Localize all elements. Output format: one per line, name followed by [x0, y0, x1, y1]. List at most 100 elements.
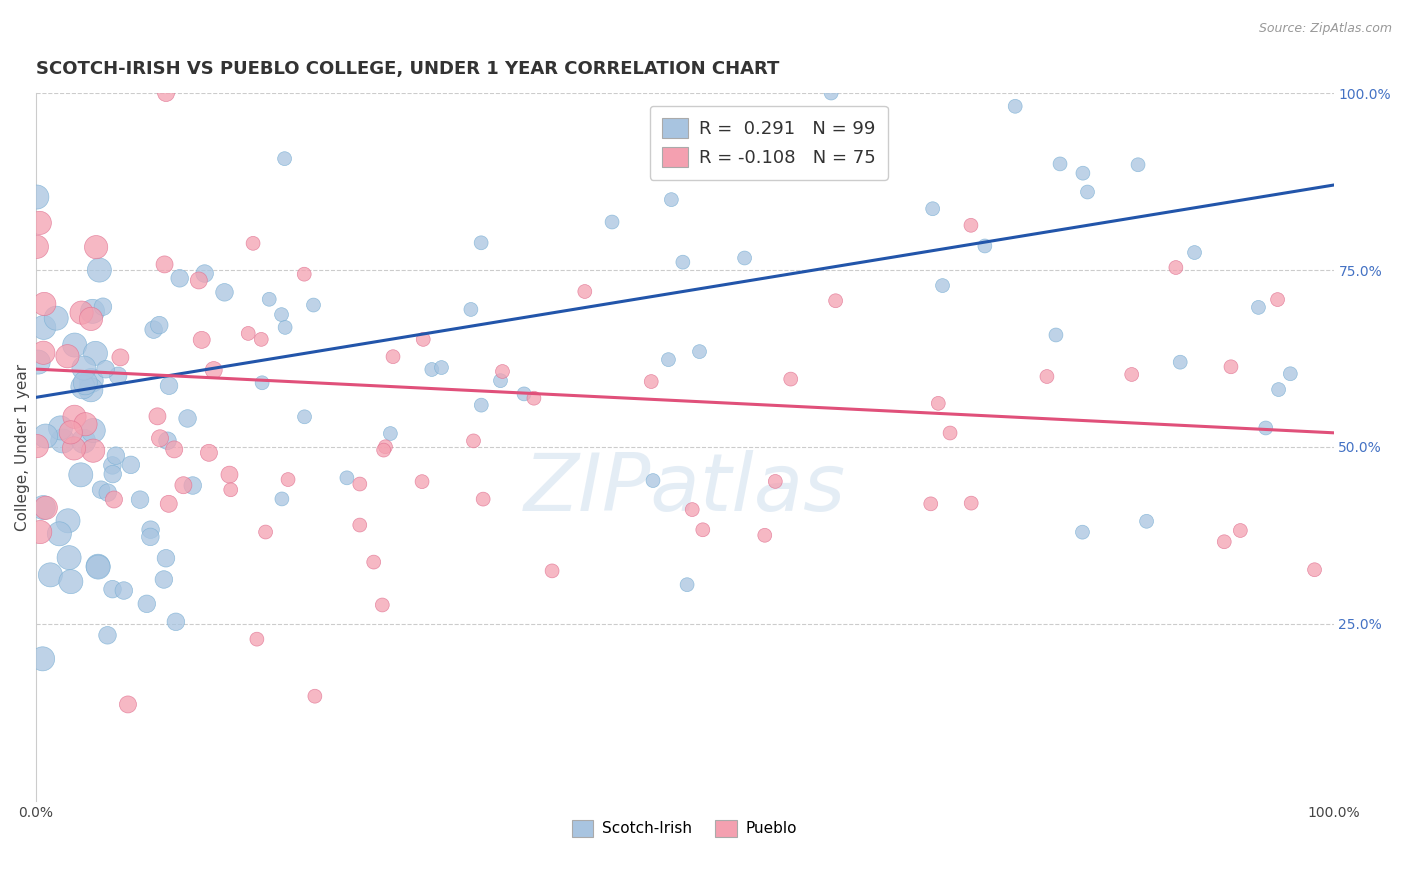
- Point: [97, 485, 120, 500]
- Point: [181, 478, 204, 492]
- Point: [142, 323, 165, 337]
- Point: [430, 360, 453, 375]
- Point: [73, 361, 96, 376]
- Point: [600, 215, 623, 229]
- Point: [172, 478, 194, 492]
- Point: [374, 440, 396, 454]
- Point: [219, 483, 242, 497]
- Point: [96, 628, 118, 642]
- Point: [110, 351, 132, 365]
- Point: [58, 550, 80, 565]
- Point: [1213, 534, 1236, 549]
- Point: [190, 333, 212, 347]
- Point: [56, 514, 79, 528]
- Point: [176, 411, 198, 425]
- Point: [107, 368, 129, 383]
- Point: [274, 320, 297, 334]
- Point: [1126, 158, 1149, 172]
- Point: [1279, 367, 1302, 381]
- Point: [30, 524, 52, 539]
- Point: [52, 434, 75, 448]
- Point: [254, 524, 277, 539]
- Point: [28, 216, 51, 230]
- Point: [250, 332, 273, 346]
- Point: [513, 387, 536, 401]
- Point: [242, 236, 264, 251]
- Point: [157, 378, 180, 392]
- Point: [1229, 524, 1251, 538]
- Point: [112, 583, 135, 598]
- Point: [960, 496, 983, 510]
- Point: [754, 528, 776, 542]
- Point: [779, 372, 801, 386]
- Point: [463, 434, 485, 448]
- Point: [117, 698, 139, 712]
- Point: [129, 492, 152, 507]
- Point: [681, 502, 703, 516]
- Point: [218, 467, 240, 482]
- Point: [153, 573, 176, 587]
- Point: [59, 425, 82, 440]
- Point: [640, 375, 662, 389]
- Point: [90, 483, 112, 497]
- Point: [676, 577, 699, 591]
- Point: [163, 442, 186, 457]
- Point: [689, 344, 711, 359]
- Point: [363, 555, 385, 569]
- Point: [292, 267, 315, 281]
- Point: [304, 689, 326, 703]
- Point: [82, 443, 104, 458]
- Point: [273, 152, 295, 166]
- Point: [1121, 368, 1143, 382]
- Point: [1004, 99, 1026, 113]
- Point: [921, 202, 943, 216]
- Point: [927, 396, 949, 410]
- Point: [56, 349, 79, 363]
- Point: [250, 376, 273, 390]
- Point: [153, 257, 176, 271]
- Point: [820, 86, 842, 100]
- Point: [165, 615, 187, 629]
- Point: [1071, 166, 1094, 180]
- Point: [25, 190, 48, 204]
- Point: [824, 293, 846, 308]
- Point: [155, 86, 177, 100]
- Point: [157, 497, 180, 511]
- Point: [277, 473, 299, 487]
- Point: [1247, 301, 1270, 315]
- Point: [32, 500, 55, 515]
- Point: [120, 458, 142, 472]
- Point: [169, 271, 191, 285]
- Point: [657, 352, 679, 367]
- Point: [1071, 525, 1094, 540]
- Point: [25, 439, 48, 453]
- Point: [135, 597, 157, 611]
- Point: [270, 308, 292, 322]
- Point: [148, 318, 170, 332]
- Point: [155, 551, 177, 566]
- Text: ZIPatlas: ZIPatlas: [523, 450, 845, 528]
- Point: [734, 251, 756, 265]
- Point: [25, 240, 48, 254]
- Point: [75, 417, 97, 432]
- Point: [931, 278, 953, 293]
- Point: [72, 434, 94, 449]
- Point: [692, 523, 714, 537]
- Point: [1254, 421, 1277, 435]
- Point: [87, 560, 110, 574]
- Point: [472, 492, 495, 507]
- Point: [294, 409, 316, 424]
- Point: [94, 362, 117, 376]
- Point: [960, 219, 983, 233]
- Point: [672, 255, 695, 269]
- Point: [1267, 383, 1289, 397]
- Point: [139, 530, 162, 544]
- Point: [101, 458, 124, 473]
- Point: [382, 350, 405, 364]
- Point: [541, 564, 564, 578]
- Point: [1036, 369, 1059, 384]
- Point: [763, 475, 786, 489]
- Point: [70, 305, 93, 319]
- Point: [1045, 328, 1067, 343]
- Point: [63, 409, 86, 424]
